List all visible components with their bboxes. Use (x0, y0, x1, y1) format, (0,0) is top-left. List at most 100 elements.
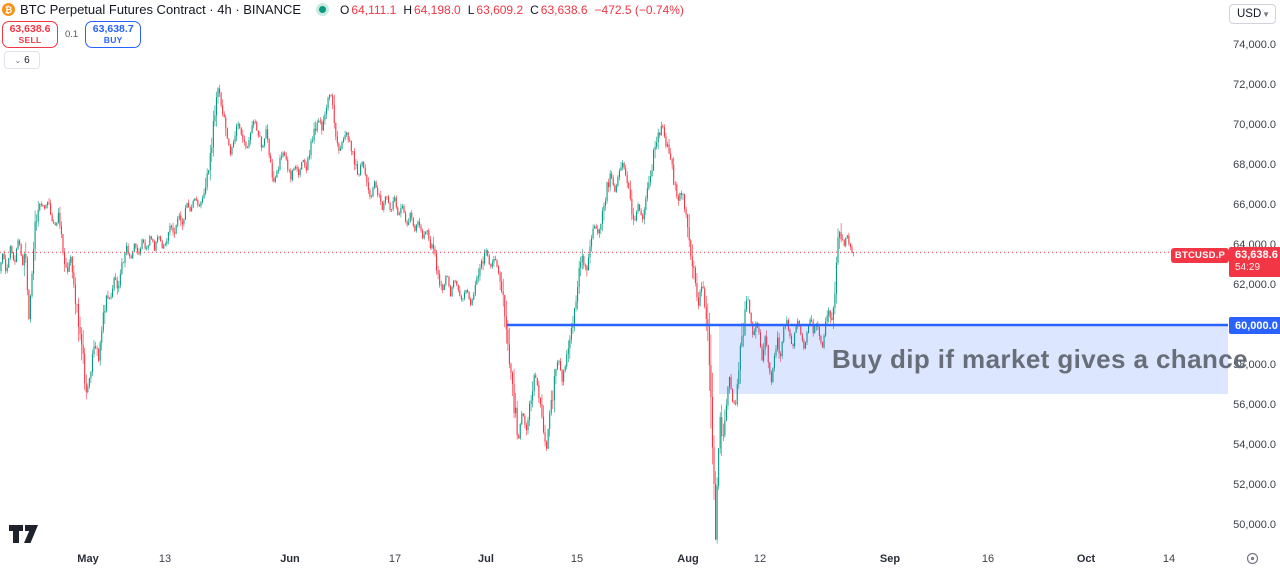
candle-body (284, 152, 286, 156)
candle-body (355, 164, 357, 165)
candle-body (39, 203, 41, 211)
scale-target-icon[interactable] (1246, 552, 1259, 565)
candle-body (612, 178, 614, 186)
candle-body (581, 255, 583, 262)
candle-body (308, 155, 310, 158)
candle-body (778, 337, 780, 354)
candle-body (62, 234, 64, 253)
candle-body (231, 146, 233, 155)
market-status-icon[interactable] (319, 6, 327, 13)
candle-body (696, 283, 698, 298)
last-price-axis-label[interactable]: 63,638.6 54:29 (1229, 247, 1280, 277)
candle-body (260, 136, 262, 148)
candle-body (237, 124, 239, 126)
candle-body (197, 200, 199, 205)
candle-body (563, 371, 565, 382)
buy-button[interactable]: 63,638.7 BUY (85, 21, 142, 48)
candle-body (152, 238, 154, 242)
candle-body (496, 260, 498, 267)
candle-body (640, 210, 642, 215)
candle-body (408, 222, 410, 225)
price-tick-label: 50,000.0 (1233, 519, 1276, 531)
candle-body (733, 401, 735, 404)
candle-body (394, 197, 396, 201)
candle-body (167, 232, 169, 241)
object-tree-chip[interactable]: ⌄ 6 (4, 51, 40, 69)
candle-body (17, 240, 19, 249)
candle-body (318, 120, 320, 123)
candle-body (335, 123, 337, 137)
sell-button[interactable]: 63,638.6 SELL (2, 21, 58, 48)
candle-body (262, 145, 264, 148)
candle-body (623, 163, 625, 169)
level-price-axis-label[interactable]: 60,000.0 (1229, 317, 1280, 334)
candle-body (313, 128, 315, 141)
symbol-price-tag[interactable]: BTCUSD.P (1171, 248, 1229, 263)
candle-body (434, 248, 436, 254)
candle-body (363, 162, 365, 168)
candle-body (507, 329, 509, 345)
candle-body (205, 187, 207, 194)
candle-body (498, 266, 500, 273)
candle-body (395, 197, 397, 208)
candle-body (761, 346, 763, 361)
last-price-value: 63,638.6 (1235, 249, 1278, 261)
candle-body (99, 342, 101, 361)
candle-body (405, 212, 407, 222)
candle-body (558, 361, 560, 363)
buy-dip-annotation[interactable]: Buy dip if market gives a chance (832, 344, 1248, 374)
horizontal-level-line[interactable] (507, 323, 1228, 327)
candle-body (96, 347, 98, 349)
candle-body (575, 301, 577, 309)
candle-body (659, 132, 661, 136)
candle-body (267, 129, 269, 140)
candle-body (828, 310, 830, 316)
candle-body (809, 319, 811, 325)
candle-body (821, 342, 824, 348)
candle-body (344, 134, 346, 139)
close-label: C (530, 2, 539, 17)
candle-body (649, 176, 651, 183)
candle-body (544, 432, 546, 442)
candle-body (219, 88, 221, 94)
candle-body (671, 158, 673, 165)
low-label: L (467, 2, 475, 17)
candle-body (299, 169, 301, 176)
candle-body (690, 240, 692, 257)
candle-body (688, 227, 690, 241)
tradingview-logo[interactable] (8, 524, 40, 544)
candle-body (172, 227, 174, 233)
quantity-field[interactable]: 0.1 (65, 29, 79, 40)
candle-body (352, 151, 354, 152)
candle-body (243, 139, 245, 142)
candle-body (750, 312, 752, 324)
candle-body (397, 207, 399, 215)
candle-body (704, 288, 706, 307)
candle-body (29, 295, 31, 320)
candle-body (387, 196, 390, 203)
candle-body (398, 213, 400, 215)
candle-body (620, 167, 622, 171)
candle-body (341, 142, 343, 149)
currency-dropdown[interactable]: USD ▼ (1229, 4, 1276, 24)
candle-body (124, 252, 126, 263)
candle-body (143, 239, 145, 243)
candle-body (772, 368, 774, 382)
candle-body (829, 310, 831, 318)
candle-body (719, 417, 721, 449)
candle-body (510, 363, 512, 373)
candle-body (591, 238, 593, 247)
candle-body (155, 241, 157, 251)
candle-body (126, 246, 128, 253)
candle-body (479, 267, 481, 276)
candle-body (786, 320, 788, 325)
candle-body (223, 113, 225, 118)
buy-zone-rectangle[interactable] (719, 325, 1228, 394)
candle-body (234, 136, 236, 142)
open-value: 64,111.1 (351, 2, 397, 17)
candle-body (493, 259, 495, 263)
candle-body (508, 344, 510, 364)
time-tick-label: 15 (570, 553, 584, 565)
symbol-title[interactable]: BTC Perpetual Futures Contract · 4h · BI… (20, 2, 302, 17)
